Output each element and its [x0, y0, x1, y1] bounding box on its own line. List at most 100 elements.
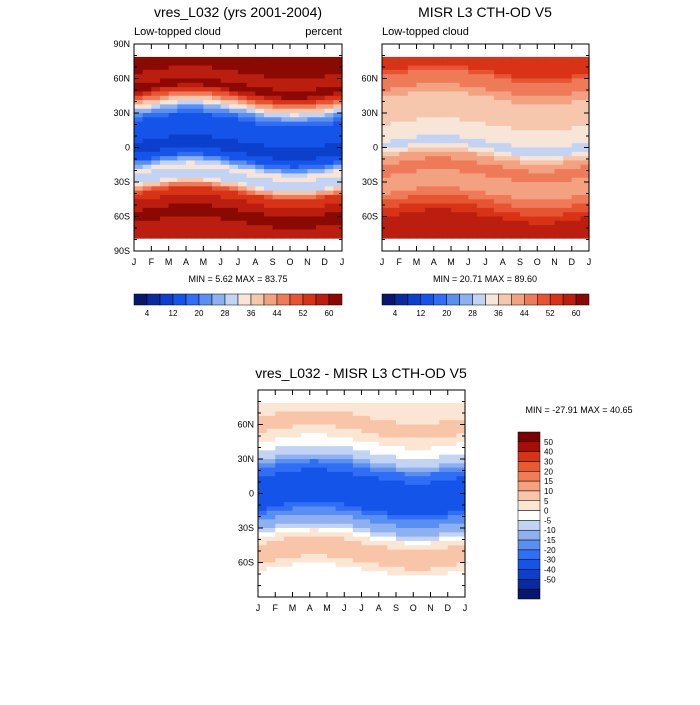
model-cell — [186, 199, 196, 205]
model-cell — [272, 87, 282, 93]
diff-cell — [456, 579, 466, 585]
obs-cell — [537, 190, 547, 196]
model-cell — [212, 194, 222, 200]
diff-cell — [361, 437, 371, 443]
obs-cell — [451, 121, 461, 127]
diff-cell — [327, 528, 337, 533]
diff-cell — [309, 411, 319, 417]
obs-cell — [390, 130, 400, 136]
obs-cell — [485, 69, 495, 75]
model-cell — [255, 130, 265, 136]
obs-cell — [580, 113, 590, 118]
obs-cell — [433, 61, 443, 67]
model-cell — [220, 65, 230, 71]
diff-cell — [266, 562, 276, 568]
model-cell — [333, 138, 343, 144]
obs-cell — [433, 203, 443, 209]
diff-cell — [421, 579, 432, 585]
model-cell — [229, 147, 239, 153]
obs-ytick-label: 60S — [362, 212, 378, 222]
model-cell — [134, 160, 144, 166]
model-cell — [160, 216, 170, 222]
diff-cell — [309, 459, 319, 464]
obs-cell — [425, 169, 435, 174]
model-cell — [316, 160, 326, 166]
model-cell — [168, 69, 178, 75]
model-cell — [151, 229, 161, 235]
obs-cell — [502, 113, 512, 118]
model-cell — [177, 164, 187, 170]
diff-cell — [335, 519, 345, 525]
model-cell — [238, 108, 248, 114]
diff-cell — [413, 446, 423, 451]
diff-cell — [430, 515, 440, 520]
model-cell — [281, 203, 291, 209]
obs-cell — [407, 104, 418, 110]
diff-cell — [327, 562, 337, 568]
model-cell — [220, 199, 230, 205]
obs-cell — [537, 91, 547, 97]
model-cell — [194, 113, 204, 118]
diff-cell — [387, 484, 397, 490]
diff-cell — [309, 540, 319, 546]
obs-cell — [554, 113, 564, 118]
obs-cell — [442, 117, 452, 123]
obs-cell — [416, 65, 426, 71]
obs-cell — [502, 69, 512, 75]
model-cell — [324, 194, 334, 200]
model-cell — [255, 104, 265, 110]
diff-cell — [378, 433, 388, 439]
diff-cell — [447, 402, 457, 408]
obs-cell — [485, 130, 495, 136]
model-cell — [324, 74, 334, 80]
obs-cell — [433, 74, 443, 80]
model-cell — [255, 156, 265, 162]
diff-cell — [327, 441, 337, 447]
model-cell — [203, 156, 213, 162]
diff-cell — [396, 502, 406, 508]
model-cell — [160, 233, 170, 239]
diff-cell — [309, 502, 319, 508]
obs-cell — [407, 169, 418, 174]
obs-cell — [459, 194, 469, 200]
model-cell — [177, 82, 187, 88]
model-cell — [220, 130, 230, 136]
obs-cell — [459, 207, 469, 213]
model-cell — [307, 160, 317, 166]
model-cell — [134, 134, 144, 140]
obs-cell — [433, 169, 443, 174]
diff-cell — [344, 450, 354, 456]
model-cell — [186, 143, 196, 149]
model-cell — [255, 74, 265, 80]
diff-cell — [404, 437, 414, 443]
diff-cell — [283, 519, 294, 525]
model-cell — [134, 212, 144, 218]
diff-cell — [421, 549, 432, 555]
obs-cell — [425, 117, 435, 123]
obs-cell — [416, 69, 426, 75]
obs-cell — [502, 207, 512, 213]
obs-cell — [476, 151, 487, 157]
obs-cell — [442, 216, 452, 222]
diff-cell — [301, 471, 311, 477]
model-cell — [203, 113, 213, 118]
diff-cell — [335, 575, 345, 581]
model-cell — [281, 74, 291, 80]
obs-cell — [545, 74, 556, 80]
obs-cell — [494, 91, 504, 97]
model-cell — [186, 151, 196, 157]
obs-cell — [485, 160, 495, 166]
model-cell — [246, 95, 256, 101]
model-cell — [151, 95, 161, 101]
model-cell — [290, 138, 300, 144]
obs-cell — [545, 91, 556, 97]
diff-cell — [396, 411, 406, 417]
obs-cell — [580, 173, 590, 179]
diff-cell — [266, 540, 276, 546]
diff-cell — [258, 441, 268, 447]
obs-colorbar-swatch — [511, 293, 525, 306]
model-cell — [203, 199, 213, 205]
obs-cell — [511, 100, 521, 105]
diff-cell — [439, 553, 449, 559]
